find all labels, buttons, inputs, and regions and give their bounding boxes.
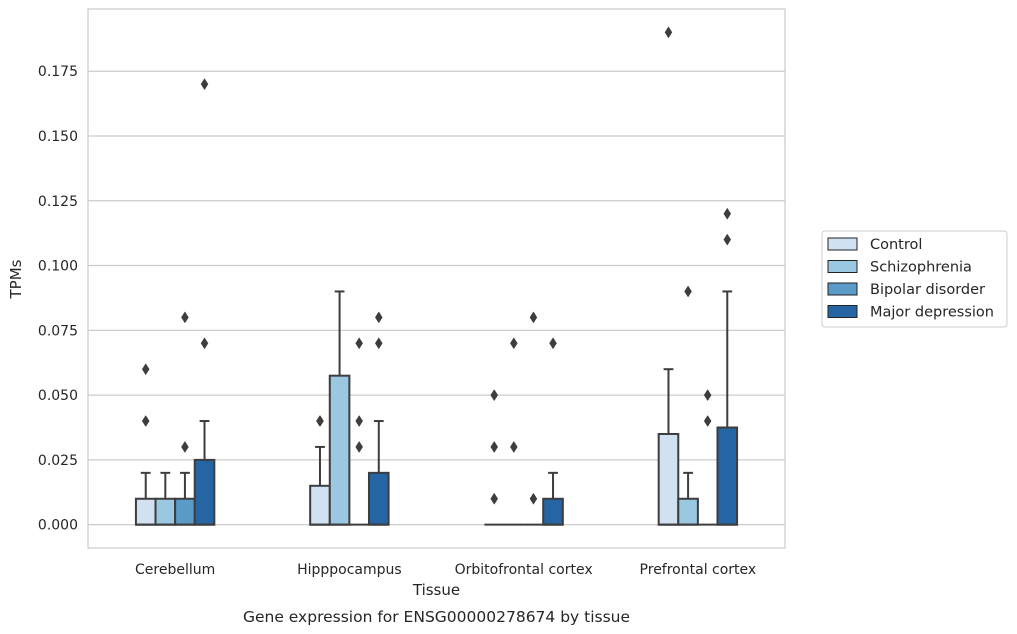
- box-3-0: [657, 26, 680, 526]
- y-tick-label: 0.125: [38, 194, 78, 210]
- box-body: [542, 497, 564, 526]
- x-tick-label: Hipppocampus: [297, 562, 402, 578]
- legend-entry-label: Major depression: [870, 305, 994, 321]
- box-body: [716, 426, 739, 526]
- box-3-1: [677, 285, 699, 526]
- y-tick-label: 0.100: [38, 259, 78, 275]
- box-2-2: [523, 311, 544, 526]
- x-tick-label: Orbitofrontal cortex: [455, 562, 593, 578]
- y-axis-title: TPMs: [7, 259, 25, 299]
- outlier-point: [490, 389, 499, 402]
- box-body: [309, 484, 331, 526]
- outlier-point: [200, 337, 209, 350]
- box-1-1: [328, 290, 351, 526]
- legend-frame: [821, 230, 1008, 328]
- plot-area-frame: [87, 8, 786, 549]
- box-body: [328, 374, 351, 526]
- outlier-point: [529, 492, 538, 505]
- outlier-point: [549, 337, 557, 350]
- y-tick-label: 0.000: [38, 518, 78, 534]
- outlier-point: [723, 207, 732, 220]
- outlier-point: [355, 440, 363, 453]
- outlier-point: [510, 337, 518, 350]
- y-tick-label: 0.175: [38, 64, 78, 80]
- y-tick-label: 0.025: [38, 453, 78, 469]
- outlier-point: [181, 311, 189, 324]
- outlier-point: [374, 311, 383, 324]
- y-tick-label: 0.050: [38, 388, 78, 404]
- outlier-point: [355, 415, 363, 427]
- legend-entry-label: Schizophrenia: [870, 260, 972, 276]
- y-tick-label: 0.075: [38, 323, 78, 339]
- box-2-1: [504, 337, 524, 526]
- box-0-2: [174, 311, 196, 526]
- outlier-point: [181, 440, 189, 453]
- legend: Control Schizophrenia Bipolar disorder Majo…: [821, 230, 1008, 328]
- outlier-point: [703, 389, 712, 402]
- x-axis-title: Tissue: [412, 581, 460, 599]
- box-1-0: [309, 415, 331, 526]
- box-body: [193, 458, 216, 526]
- outlier-point: [664, 26, 673, 39]
- outlier-point: [316, 415, 324, 427]
- legend-swatch: [827, 260, 858, 273]
- outlier-point: [374, 337, 383, 350]
- box-body: [154, 497, 177, 526]
- x-tick-label: Prefrontal cortex: [640, 562, 757, 578]
- box-0-0: [134, 363, 157, 526]
- box-3-2: [697, 389, 718, 526]
- legend-swatch: [827, 282, 858, 296]
- box-body: [367, 471, 390, 526]
- outlier-point: [510, 440, 518, 453]
- legend-swatch: [827, 305, 858, 318]
- outlier-point: [355, 337, 363, 350]
- outlier-point: [490, 440, 499, 453]
- box-0-3: [193, 78, 216, 526]
- y-tick-label: 0.150: [38, 129, 78, 145]
- x-tick-labels: Cerebellum Hipppocampus Orbitofrontal cort…: [135, 562, 756, 578]
- plot-area-background: [88, 9, 785, 548]
- box-plot-series: [134, 26, 739, 526]
- box-1-3: [367, 311, 390, 526]
- outlier-point: [529, 311, 538, 324]
- box-0-1: [154, 471, 177, 526]
- outlier-point: [490, 492, 499, 505]
- box-1-2: [349, 337, 369, 526]
- legend-swatch: [827, 237, 858, 251]
- figure-caption: Gene expression for ENSG00000278674 by t…: [243, 608, 630, 626]
- outlier-point: [703, 415, 712, 427]
- outlier-point: [200, 78, 209, 91]
- box-3-3: [716, 207, 739, 526]
- y-tick-labels: 0.000 0.025 0.050 0.075 0.100 0.125 0.150 0.175: [38, 64, 78, 533]
- box-2-3: [542, 337, 564, 526]
- legend-entry-label: Bipolar disorder: [870, 282, 985, 298]
- outlier-point: [723, 233, 732, 246]
- legend-entry-label: Control: [870, 237, 922, 253]
- x-tick-label: Cerebellum: [135, 562, 215, 578]
- outlier-point: [141, 363, 150, 376]
- outlier-point: [684, 285, 692, 298]
- outlier-point: [141, 415, 150, 427]
- box-body: [134, 497, 157, 526]
- box-body: [677, 497, 699, 526]
- box-2-0: [484, 389, 505, 526]
- box-body: [174, 497, 196, 526]
- box-body: [657, 432, 680, 526]
